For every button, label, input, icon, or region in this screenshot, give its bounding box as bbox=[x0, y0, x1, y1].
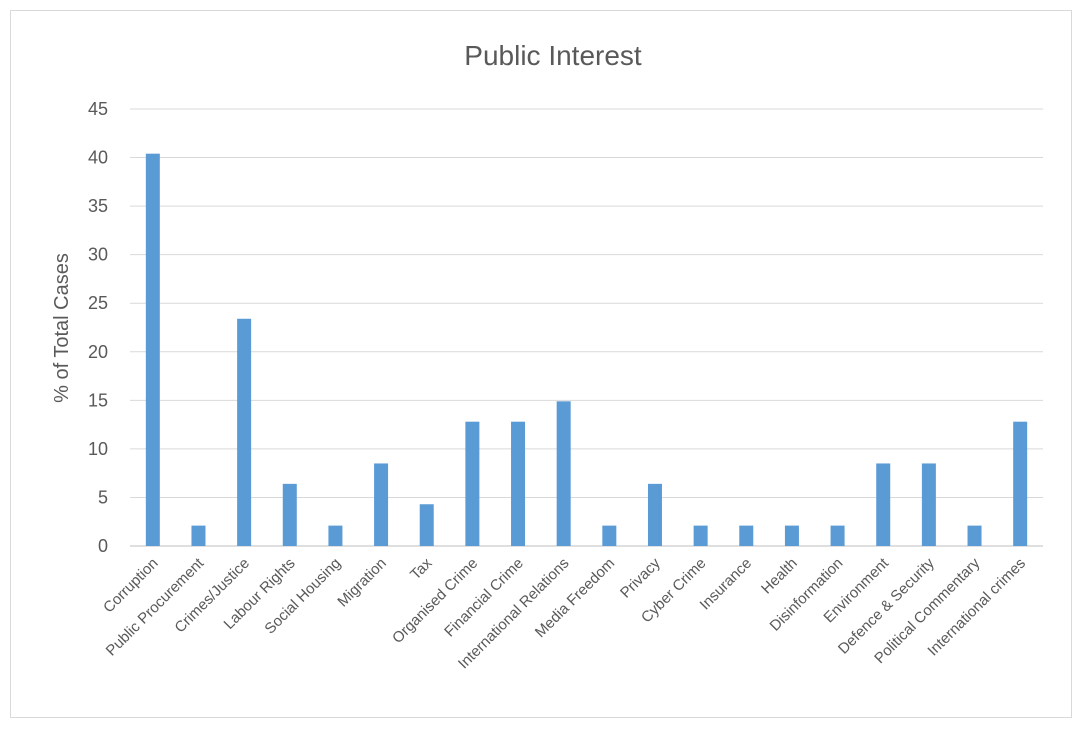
y-tick-label: 5 bbox=[98, 487, 108, 507]
bar-political-commentary bbox=[967, 525, 982, 546]
bar-tax bbox=[419, 504, 434, 546]
bar-disinformation bbox=[830, 525, 845, 546]
bar-media-freedom bbox=[602, 525, 617, 546]
bars bbox=[145, 153, 1028, 546]
bar-migration bbox=[374, 463, 389, 546]
y-tick-label: 40 bbox=[88, 148, 108, 168]
bar-privacy bbox=[647, 483, 662, 546]
chart-frame bbox=[10, 10, 1072, 718]
x-tick-label: Migration bbox=[334, 555, 390, 611]
bar-international-relations bbox=[556, 401, 571, 546]
bar-insurance bbox=[739, 525, 754, 546]
bar-labour-rights bbox=[282, 483, 297, 546]
bar-cyber-crime bbox=[693, 525, 708, 546]
bar-social-housing bbox=[328, 525, 343, 546]
bar-crimes-justice bbox=[237, 318, 252, 546]
x-tick-label: Media Freedom bbox=[532, 555, 618, 641]
y-tick-label: 45 bbox=[88, 99, 108, 119]
bar-organised-crime bbox=[465, 421, 480, 546]
bar-environment bbox=[876, 463, 891, 546]
bar-public-procurement bbox=[191, 525, 206, 546]
bar-international-crimes bbox=[1013, 421, 1028, 546]
gridlines bbox=[130, 108, 1043, 547]
chart-title: Public Interest bbox=[464, 40, 642, 71]
x-tick-label: Health bbox=[758, 555, 801, 598]
x-tick-label: Financial Crime bbox=[441, 555, 527, 641]
y-tick-label: 30 bbox=[88, 245, 108, 265]
bar-corruption bbox=[145, 153, 160, 546]
y-axis-label: % of Total Cases bbox=[51, 253, 73, 403]
y-tick-label: 0 bbox=[98, 536, 108, 556]
bar-health bbox=[784, 525, 799, 546]
x-tick-label: Tax bbox=[407, 554, 436, 583]
y-tick-label: 10 bbox=[88, 439, 108, 459]
bar-financial-crime bbox=[511, 421, 526, 546]
bar-defence-security bbox=[921, 463, 936, 546]
y-tick-label: 15 bbox=[88, 390, 108, 410]
y-tick-label: 35 bbox=[88, 196, 108, 216]
y-axis-ticks: 0 5 10 15 20 25 30 35 40 45 bbox=[88, 99, 108, 556]
y-tick-label: 20 bbox=[88, 342, 108, 362]
y-tick-label: 25 bbox=[88, 293, 108, 313]
